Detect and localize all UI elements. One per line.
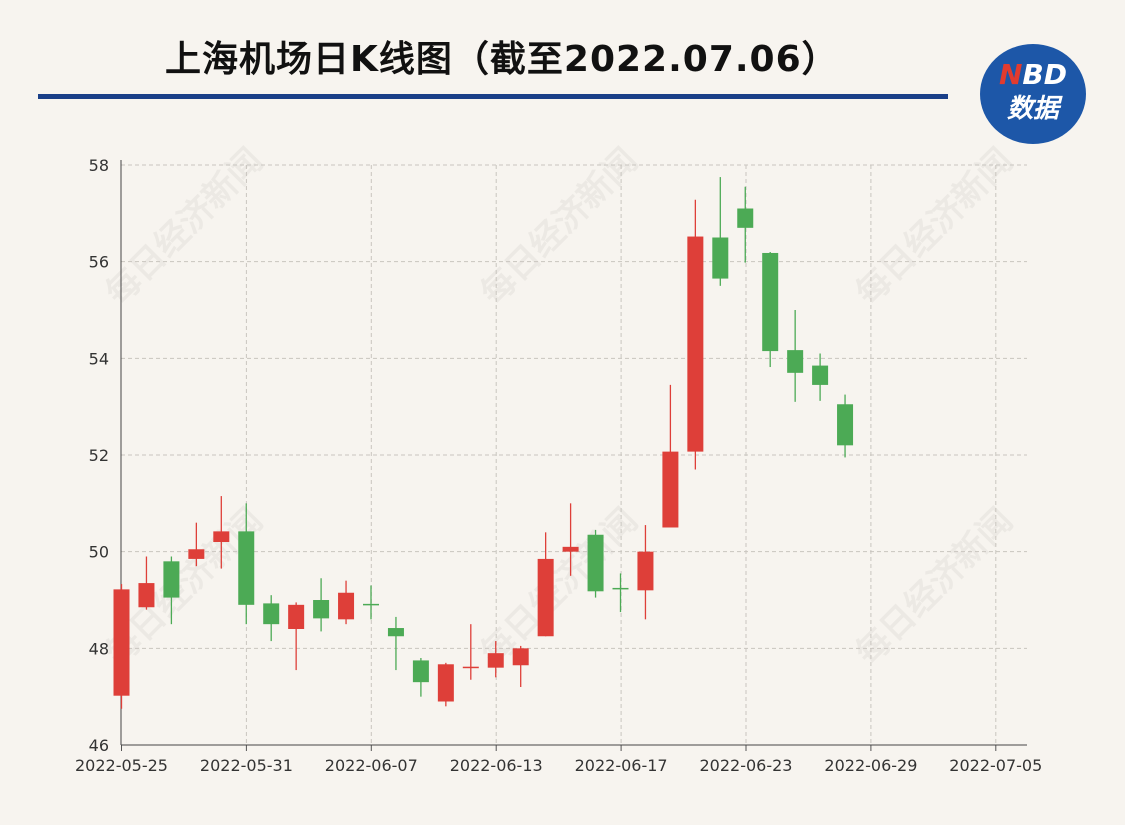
candle-body (837, 404, 854, 446)
candle-body (138, 583, 155, 608)
candle-body (163, 561, 180, 598)
logo-nbd-text: NBD (980, 60, 1086, 90)
logo-bd-letters: BD (1022, 58, 1068, 91)
candle-body (562, 546, 579, 552)
candle-body (687, 236, 704, 452)
candle-body (512, 648, 529, 666)
logo-shuju-text: 数据 (1006, 94, 1059, 124)
candle-body (537, 558, 554, 637)
candle-body (612, 587, 629, 590)
y-tick-label: 54 (89, 349, 109, 368)
y-tick-label: 46 (89, 736, 109, 755)
y-tick-label: 48 (89, 639, 109, 658)
candle-body (387, 628, 404, 637)
candle-body (113, 589, 130, 696)
candle-body (412, 660, 429, 683)
candle-body (263, 603, 280, 625)
x-tick-label: 2022-05-25 (75, 756, 168, 775)
nbd-logo: NBD 数据 (980, 44, 1086, 144)
y-tick-label: 56 (89, 253, 109, 272)
title-underline (38, 94, 948, 99)
x-tick-label: 2022-06-23 (700, 756, 793, 775)
x-tick-label: 2022-06-17 (575, 756, 668, 775)
candle-body (787, 350, 804, 373)
candle-body (587, 534, 604, 592)
candle-body (437, 664, 454, 702)
candle-body (213, 531, 230, 542)
candle-body (338, 592, 355, 620)
x-tick-label: 2022-06-13 (450, 756, 543, 775)
candle-body (712, 237, 729, 279)
logo-n-letter: N (998, 58, 1023, 91)
candle-body (313, 600, 330, 619)
candle-body (737, 208, 754, 228)
candle-body (238, 531, 255, 605)
candle-body (637, 551, 654, 591)
y-tick-label: 58 (89, 156, 109, 175)
candle-body (812, 365, 829, 385)
candle-body (487, 653, 504, 668)
x-tick-label: 2022-05-31 (200, 756, 293, 775)
y-tick-label: 52 (89, 446, 109, 465)
candle-body (188, 549, 205, 559)
candle-body (288, 604, 305, 629)
candle-body (662, 451, 679, 528)
x-tick-label: 2022-06-29 (824, 756, 917, 775)
x-tick-label: 2022-06-07 (325, 756, 418, 775)
y-tick-label: 50 (89, 543, 109, 562)
x-tick-label: 2022-07-05 (949, 756, 1042, 775)
candle-body (762, 252, 779, 352)
chart-title: 上海机场日K线图（截至2022.07.06） (165, 39, 839, 80)
candle-body (363, 603, 379, 606)
candle-body (462, 666, 479, 669)
